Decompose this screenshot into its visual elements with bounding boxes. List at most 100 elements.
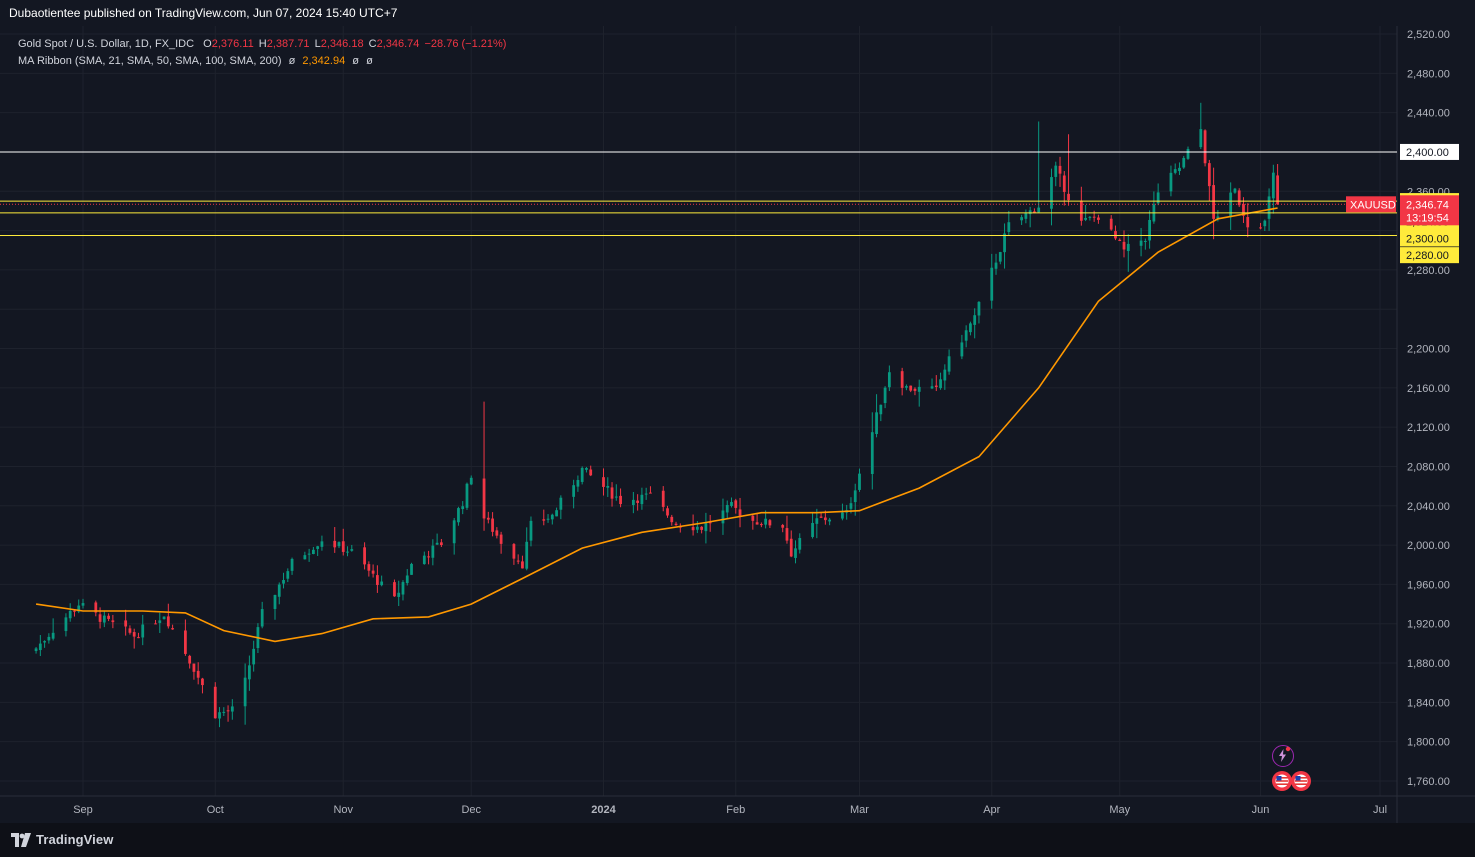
candle-body[interactable] xyxy=(68,610,72,619)
candle-body[interactable] xyxy=(1156,192,1160,204)
candle-body[interactable] xyxy=(1084,217,1088,220)
candle-body[interactable] xyxy=(730,502,733,506)
candle-body[interactable] xyxy=(320,541,324,547)
candle-body[interactable] xyxy=(542,519,546,521)
candle-body[interactable] xyxy=(393,582,396,597)
candle-body[interactable] xyxy=(572,485,576,497)
candle-body[interactable] xyxy=(1037,207,1041,213)
candle-body[interactable] xyxy=(128,628,132,633)
candle-body[interactable] xyxy=(303,555,307,560)
us-flag-event-icon[interactable] xyxy=(1291,771,1311,791)
candle-body[interactable] xyxy=(589,469,593,476)
candle-body[interactable] xyxy=(559,497,563,510)
candle-body[interactable] xyxy=(435,542,439,545)
candle-body[interactable] xyxy=(248,665,251,680)
candle-body[interactable] xyxy=(137,637,140,639)
candle-body[interactable] xyxy=(405,575,409,584)
candle-body[interactable] xyxy=(1114,231,1117,239)
candle-body[interactable] xyxy=(201,678,204,686)
candle-body[interactable] xyxy=(900,371,904,388)
candle-body[interactable] xyxy=(380,581,384,586)
candle-body[interactable] xyxy=(1263,220,1267,227)
candle-body[interactable] xyxy=(367,564,371,571)
candle-body[interactable] xyxy=(1182,157,1186,168)
ma-label[interactable]: MA Ribbon (SMA, 21, SMA, 50, SMA, 100, S… xyxy=(18,55,282,67)
candle-body[interactable] xyxy=(154,623,157,625)
candle-body[interactable] xyxy=(580,467,584,482)
candle-body[interactable] xyxy=(708,522,712,524)
candle-body[interactable] xyxy=(341,541,345,552)
candle-body[interactable] xyxy=(1242,204,1245,216)
candle-body[interactable] xyxy=(764,518,768,525)
price-level-tag[interactable] xyxy=(1400,143,1459,160)
price-level-tag[interactable] xyxy=(1400,247,1459,264)
candle-body[interactable] xyxy=(290,558,294,571)
candle-body[interactable] xyxy=(1097,217,1100,220)
candle-body[interactable] xyxy=(1173,169,1177,173)
candle-body[interactable] xyxy=(461,506,465,510)
candle-body[interactable] xyxy=(704,522,708,532)
candle-body[interactable] xyxy=(695,526,699,530)
candle-body[interactable] xyxy=(469,477,473,485)
candle-body[interactable] xyxy=(81,603,85,606)
candle-body[interactable] xyxy=(192,663,196,672)
candle-body[interactable] xyxy=(230,706,234,712)
candle-body[interactable] xyxy=(439,542,443,546)
candle-body[interactable] xyxy=(666,508,669,516)
candle-body[interactable] xyxy=(499,534,503,544)
candle-body[interactable] xyxy=(794,548,797,558)
candle-body[interactable] xyxy=(934,385,938,388)
symbol-tag[interactable] xyxy=(1346,196,1396,213)
candle-body[interactable] xyxy=(1054,165,1058,177)
candle-body[interactable] xyxy=(521,561,524,569)
candle-body[interactable] xyxy=(1088,216,1092,218)
candle-body[interactable] xyxy=(998,252,1002,262)
candle-body[interactable] xyxy=(1203,130,1207,164)
candle-body[interactable] xyxy=(196,670,200,678)
candle-body[interactable] xyxy=(670,516,674,523)
candle-body[interactable] xyxy=(858,473,861,490)
lightning-alert-icon[interactable] xyxy=(1272,745,1294,767)
candle-body[interactable] xyxy=(960,342,964,357)
candle-body[interactable] xyxy=(555,510,558,517)
candle-body[interactable] xyxy=(107,615,110,619)
candle-body[interactable] xyxy=(316,546,320,549)
candle-body[interactable] xyxy=(636,500,640,503)
candle-body[interactable] xyxy=(371,570,375,574)
candle-body[interactable] xyxy=(226,710,230,712)
candle-body[interactable] xyxy=(452,520,456,544)
candle-body[interactable] xyxy=(516,560,520,562)
candle-body[interactable] xyxy=(870,432,874,474)
candle-body[interactable] xyxy=(602,477,605,487)
candle-body[interactable] xyxy=(184,630,187,654)
candle-body[interactable] xyxy=(973,315,977,325)
candle-body[interactable] xyxy=(1246,217,1250,228)
candle-body[interactable] xyxy=(495,530,499,536)
candle-body[interactable] xyxy=(738,509,742,516)
candle-body[interactable] xyxy=(486,517,490,520)
candle-body[interactable] xyxy=(162,616,166,620)
candle-body[interactable] xyxy=(141,624,145,638)
candle-body[interactable] xyxy=(759,524,763,526)
candle-body[interactable] xyxy=(282,580,285,584)
candle-body[interactable] xyxy=(819,516,823,518)
candle-body[interactable] xyxy=(879,404,883,415)
candle-body[interactable] xyxy=(525,541,529,569)
candle-body[interactable] xyxy=(1003,233,1006,253)
candle-body[interactable] xyxy=(1122,241,1126,250)
candle-body[interactable] xyxy=(875,412,878,435)
candle-body[interactable] xyxy=(674,523,678,526)
candle-body[interactable] xyxy=(1139,240,1143,246)
candle-body[interactable] xyxy=(188,655,192,664)
candle-body[interactable] xyxy=(94,602,98,613)
candle-body[interactable] xyxy=(1267,196,1271,219)
candle-body[interactable] xyxy=(333,540,337,548)
candle-body[interactable] xyxy=(546,518,550,520)
candle-body[interactable] xyxy=(102,615,106,623)
candle-body[interactable] xyxy=(1233,188,1237,193)
candle-body[interactable] xyxy=(1033,211,1036,214)
candle-body[interactable] xyxy=(1126,243,1130,252)
candle-body[interactable] xyxy=(1186,148,1190,159)
ma-legend-row[interactable]: MA Ribbon (SMA, 21, SMA, 50, SMA, 100, S… xyxy=(18,53,506,70)
candle-body[interactable] xyxy=(887,372,891,388)
